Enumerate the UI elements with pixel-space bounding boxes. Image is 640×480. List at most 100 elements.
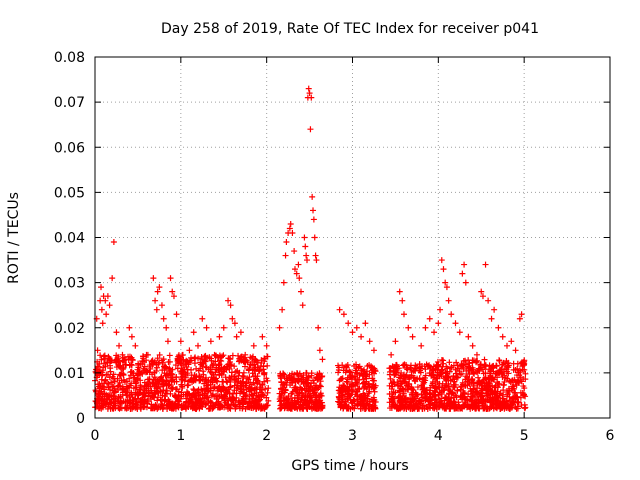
data-point	[462, 279, 469, 286]
data-point	[253, 358, 260, 365]
data-point	[469, 342, 476, 349]
data-point	[92, 398, 99, 405]
data-point	[166, 358, 173, 365]
data-point	[521, 360, 528, 367]
data-point	[183, 399, 190, 406]
data-point	[181, 366, 188, 373]
data-point	[459, 270, 466, 277]
data-point	[96, 371, 103, 378]
data-point	[287, 382, 294, 389]
data-point	[493, 394, 500, 401]
data-point	[174, 386, 181, 393]
data-point	[106, 374, 113, 381]
data-point	[440, 357, 447, 364]
data-point	[278, 379, 285, 386]
data-point	[108, 392, 115, 399]
data-point	[438, 257, 445, 264]
data-point	[335, 393, 342, 400]
data-point	[482, 362, 489, 369]
data-point	[470, 369, 477, 376]
data-point	[263, 402, 270, 409]
data-point	[235, 352, 242, 359]
data-point	[431, 329, 438, 336]
data-point	[522, 393, 529, 400]
data-point	[145, 392, 152, 399]
data-point	[140, 385, 147, 392]
data-point	[247, 361, 254, 368]
data-point	[255, 392, 262, 399]
data-point	[508, 377, 515, 384]
data-point	[242, 351, 249, 358]
data-point	[366, 401, 373, 408]
data-point	[448, 311, 455, 318]
data-point	[358, 333, 365, 340]
data-point	[343, 364, 350, 371]
data-point	[283, 239, 290, 246]
data-point	[483, 389, 490, 396]
data-point	[242, 392, 249, 399]
data-point	[147, 365, 154, 372]
data-point	[258, 403, 265, 410]
data-point	[284, 401, 291, 408]
data-point	[462, 382, 469, 389]
data-point	[448, 395, 455, 402]
data-point	[452, 320, 459, 327]
data-point	[442, 395, 449, 402]
data-point	[214, 353, 221, 360]
data-point	[301, 234, 308, 241]
data-point	[407, 405, 414, 412]
data-point	[368, 396, 375, 403]
data-point	[117, 393, 124, 400]
data-point	[307, 394, 314, 401]
data-point	[208, 370, 215, 377]
data-point	[98, 356, 105, 363]
data-points	[92, 85, 529, 412]
data-point	[369, 364, 376, 371]
data-point	[305, 387, 312, 394]
data-point	[403, 386, 410, 393]
data-point	[221, 393, 228, 400]
data-point	[393, 405, 400, 412]
data-point	[417, 400, 424, 407]
y-tick-label: 0.03	[54, 276, 85, 292]
data-point	[93, 366, 100, 373]
data-point	[163, 324, 170, 331]
data-point	[251, 390, 258, 397]
data-point	[428, 382, 435, 389]
data-point	[310, 390, 317, 397]
data-point	[353, 361, 360, 368]
data-point	[237, 390, 244, 397]
data-point	[466, 371, 473, 378]
data-point	[482, 261, 489, 268]
data-point	[198, 386, 205, 393]
data-point	[128, 355, 135, 362]
data-point	[431, 393, 438, 400]
data-point	[358, 365, 365, 372]
data-point	[208, 392, 215, 399]
data-point	[515, 399, 522, 406]
data-point	[306, 90, 313, 97]
data-point	[503, 358, 510, 365]
data-point	[215, 362, 222, 369]
data-point	[304, 257, 311, 264]
data-point	[435, 363, 442, 370]
data-point	[407, 365, 414, 372]
data-point	[238, 357, 245, 364]
data-point	[465, 357, 472, 364]
data-point	[219, 403, 226, 410]
data-point	[517, 389, 524, 396]
data-point	[203, 376, 210, 383]
data-point	[482, 398, 489, 405]
data-point	[501, 399, 508, 406]
data-point	[160, 387, 167, 394]
data-point	[129, 400, 136, 407]
data-point	[307, 126, 314, 133]
data-point	[163, 371, 170, 378]
data-point	[303, 370, 310, 377]
data-point	[518, 311, 525, 318]
data-point	[387, 375, 394, 382]
data-point	[143, 382, 150, 389]
data-point	[349, 381, 356, 388]
data-point	[474, 357, 481, 364]
data-point	[352, 375, 359, 382]
